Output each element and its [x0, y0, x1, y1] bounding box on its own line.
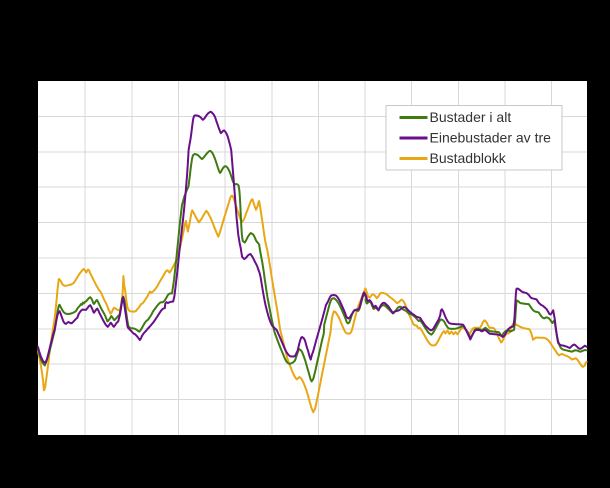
svg-text:Einebustader av tre: Einebustader av tre	[430, 130, 552, 146]
svg-text:Bustadblokk: Bustadblokk	[430, 150, 507, 166]
svg-text:Bustader i alt: Bustader i alt	[430, 109, 512, 125]
